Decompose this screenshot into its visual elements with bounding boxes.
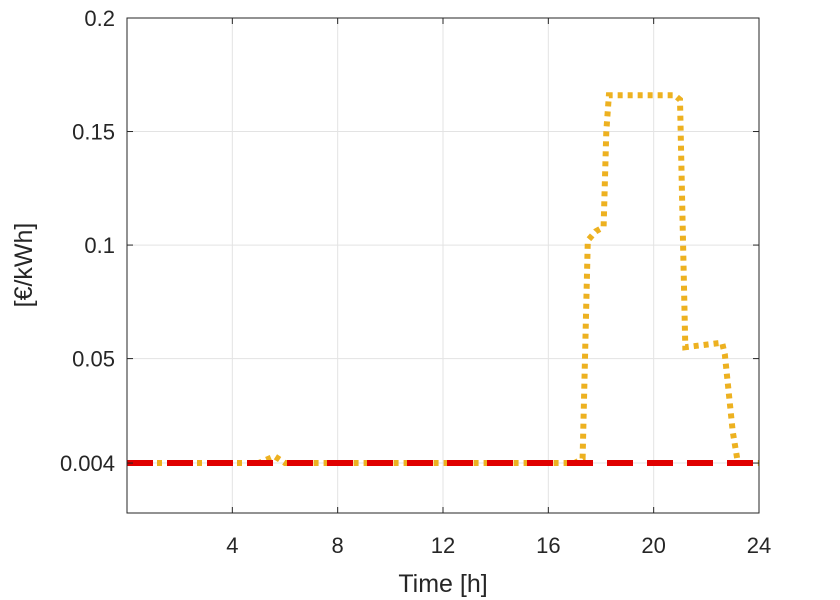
x-tick-label: 4 [226, 533, 238, 558]
y-axis-label: [€/kWh] [10, 223, 38, 308]
y-tick-label: 0.2 [84, 6, 115, 31]
x-tick-label: 12 [431, 533, 455, 558]
x-tick-label: 24 [747, 533, 771, 558]
x-tick-label: 16 [536, 533, 560, 558]
y-tick-label: 0.15 [72, 120, 115, 145]
y-tick-label: 0.004 [60, 451, 115, 476]
y-tick-label: 0.1 [84, 233, 115, 258]
y-tick-label: 0.05 [72, 347, 115, 372]
ticks: 4 8 12 16 20 24 0.004 0.05 0.1 0.15 0.2 [60, 6, 771, 558]
series-layer [127, 92, 759, 466]
x-tick-label: 20 [641, 533, 665, 558]
x-axis-label: Time [h] [398, 570, 487, 598]
x-tick-label: 8 [332, 533, 344, 558]
series-line-1 [127, 92, 759, 466]
